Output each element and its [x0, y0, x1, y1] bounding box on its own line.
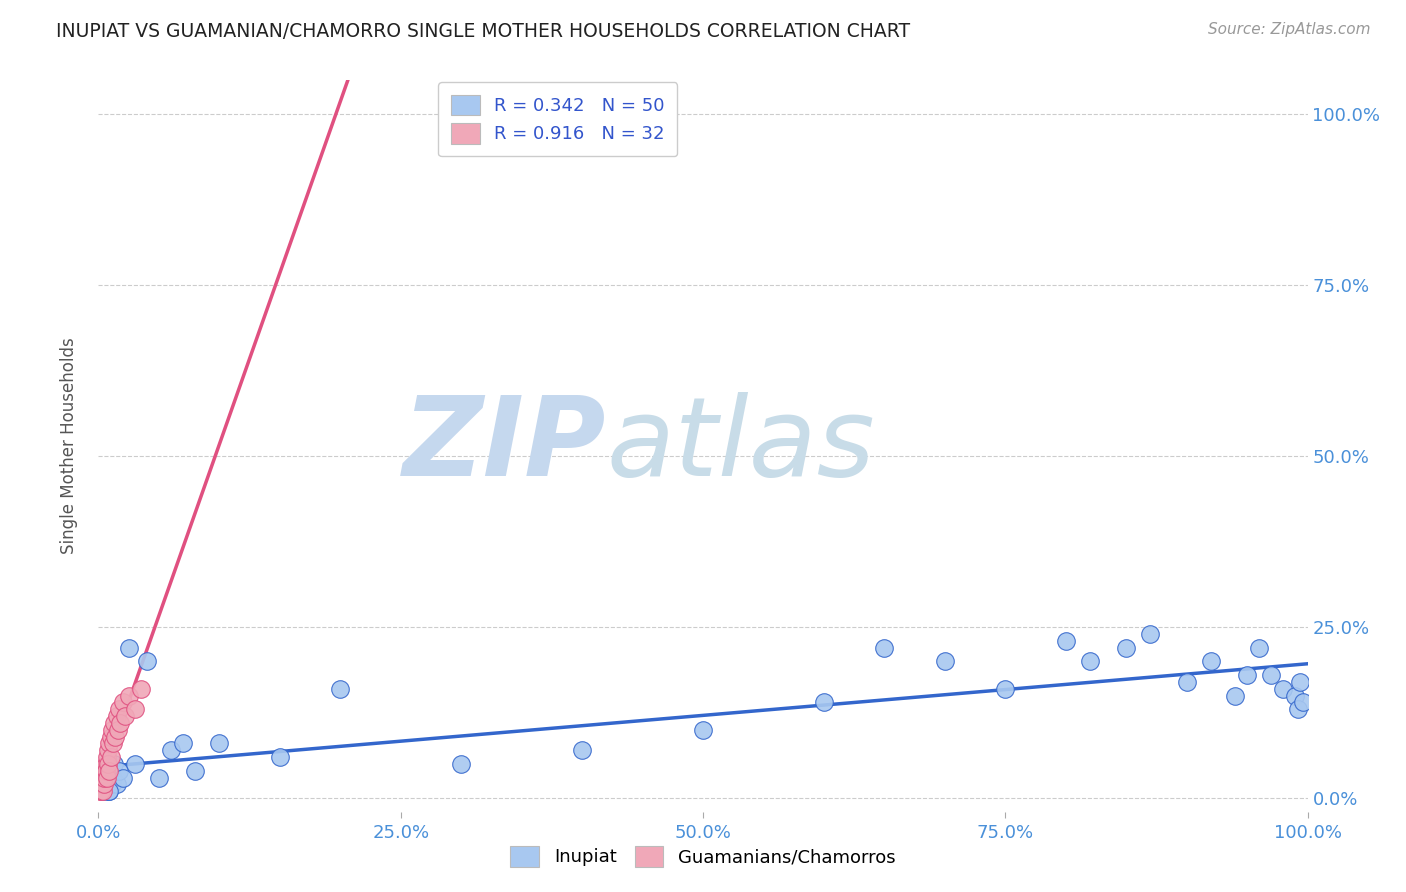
Point — [104, 730, 127, 744]
Point — [91, 771, 114, 785]
Point — [108, 715, 131, 730]
Point — [98, 784, 121, 798]
Point — [90, 777, 112, 791]
Point — [103, 756, 125, 771]
Point — [96, 771, 118, 785]
Point — [1223, 689, 1246, 703]
Point — [98, 736, 121, 750]
Point — [94, 764, 117, 778]
Point — [1272, 681, 1295, 696]
Point — [91, 784, 114, 798]
Point — [96, 777, 118, 791]
Point — [148, 771, 170, 785]
Point — [1078, 654, 1101, 668]
Point — [114, 709, 136, 723]
Point — [96, 750, 118, 764]
Point — [105, 777, 128, 791]
Point — [100, 750, 122, 764]
Point — [1199, 654, 1222, 668]
Point — [111, 771, 134, 785]
Point — [118, 689, 141, 703]
Point — [105, 709, 128, 723]
Point — [107, 723, 129, 737]
Point — [91, 777, 114, 791]
Text: ZIP: ZIP — [402, 392, 606, 500]
Point — [124, 702, 146, 716]
Point — [934, 654, 956, 668]
Point — [98, 784, 121, 798]
Point — [97, 756, 120, 771]
Point — [94, 756, 117, 771]
Point — [100, 723, 122, 737]
Point — [94, 771, 117, 785]
Point — [1289, 674, 1312, 689]
Point — [129, 681, 152, 696]
Point — [994, 681, 1017, 696]
Point — [450, 756, 472, 771]
Point — [813, 695, 835, 709]
Point — [108, 702, 131, 716]
Text: Source: ZipAtlas.com: Source: ZipAtlas.com — [1208, 22, 1371, 37]
Point — [873, 640, 896, 655]
Point — [1236, 668, 1258, 682]
Point — [1284, 689, 1306, 703]
Point — [100, 764, 122, 778]
Point — [692, 723, 714, 737]
Point — [108, 764, 131, 778]
Point — [1286, 702, 1309, 716]
Point — [124, 756, 146, 771]
Point — [1175, 674, 1198, 689]
Point — [118, 640, 141, 655]
Point — [101, 736, 124, 750]
Point — [329, 681, 352, 696]
Point — [135, 654, 157, 668]
Point — [90, 784, 112, 798]
Point — [1249, 640, 1271, 655]
Point — [98, 764, 121, 778]
Point — [97, 771, 120, 785]
Point — [269, 750, 291, 764]
Point — [91, 784, 114, 798]
Point — [90, 777, 112, 791]
Point — [184, 764, 207, 778]
Point — [91, 771, 114, 785]
Point — [89, 784, 111, 798]
Point — [571, 743, 593, 757]
Point — [100, 730, 122, 744]
Legend: R = 0.342   N = 50, R = 0.916   N = 32: R = 0.342 N = 50, R = 0.916 N = 32 — [439, 82, 678, 156]
Point — [111, 695, 134, 709]
Point — [1139, 627, 1161, 641]
Point — [103, 715, 125, 730]
Y-axis label: Single Mother Households: Single Mother Households — [59, 338, 77, 554]
Legend: Inupiat, Guamanians/Chamorros: Inupiat, Guamanians/Chamorros — [503, 838, 903, 874]
Point — [1260, 668, 1282, 682]
Point — [101, 771, 124, 785]
Point — [172, 736, 194, 750]
Text: atlas: atlas — [606, 392, 875, 500]
Point — [160, 743, 183, 757]
Point — [97, 743, 120, 757]
Point — [100, 777, 122, 791]
Point — [91, 764, 114, 778]
Point — [93, 777, 115, 791]
Point — [208, 736, 231, 750]
Point — [94, 784, 117, 798]
Point — [1115, 640, 1137, 655]
Point — [93, 771, 115, 785]
Point — [1292, 695, 1315, 709]
Point — [93, 777, 115, 791]
Point — [91, 777, 114, 791]
Point — [1054, 633, 1077, 648]
Text: INUPIAT VS GUAMANIAN/CHAMORRO SINGLE MOTHER HOUSEHOLDS CORRELATION CHART: INUPIAT VS GUAMANIAN/CHAMORRO SINGLE MOT… — [56, 22, 910, 41]
